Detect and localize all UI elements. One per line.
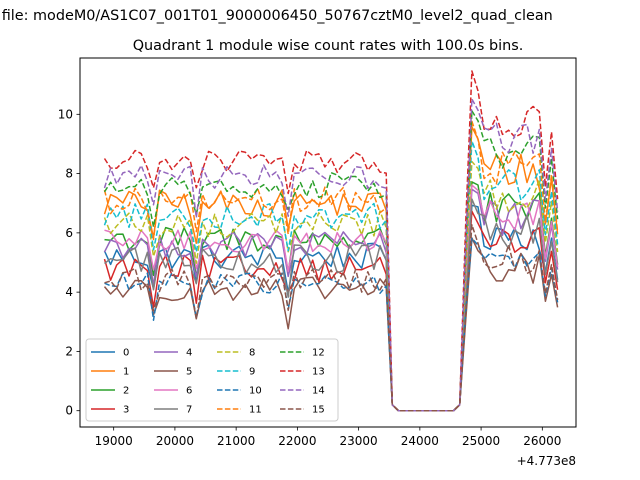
x-tick-label: 24000: [401, 434, 439, 448]
chart-title: Quadrant 1 module wise count rates with …: [133, 38, 524, 54]
legend-label-9: 9: [249, 367, 255, 378]
series-line-1: [103, 126, 559, 412]
x-tick-label: 26000: [523, 434, 561, 448]
legend-label-6: 6: [186, 386, 192, 397]
x-tick-label: 23000: [340, 434, 378, 448]
series-line-6: [104, 184, 559, 412]
legend-label-2: 2: [123, 386, 129, 397]
series-line-13: [103, 70, 559, 412]
legend-label-10: 10: [249, 386, 262, 397]
y-tick-label: 6: [65, 226, 73, 240]
y-tick-label: 2: [65, 344, 73, 358]
legend-label-4: 4: [186, 348, 192, 359]
y-tick-label: 8: [65, 167, 73, 181]
legend-label-12: 12: [312, 348, 325, 359]
series-line-14: [103, 98, 559, 412]
x-tick-label: 20000: [156, 434, 194, 448]
series-line-11: [103, 120, 559, 412]
series-line-7: [104, 198, 559, 412]
x-offset-label: +4.773e8: [517, 454, 576, 468]
y-tick-label: 0: [65, 404, 73, 418]
legend-label-8: 8: [249, 348, 255, 359]
y-tick-label: 10: [58, 107, 73, 121]
legend-label-1: 1: [123, 367, 129, 378]
plot-area: [79, 57, 577, 428]
legend-label-13: 13: [312, 367, 325, 378]
series-line-12: [103, 110, 559, 412]
series-lines: [103, 70, 559, 412]
legend-label-11: 11: [249, 405, 262, 416]
legend-label-5: 5: [186, 367, 192, 378]
x-axis: 19000 20000 21000 22000 23000 24000 25000 26000: [95, 427, 561, 448]
legend-label-7: 7: [186, 405, 192, 416]
figure-suptitle: n file: modeM0/AS1C07_001T01_9000006450_…: [0, 8, 553, 24]
y-axis: 0 2 4 6 8 10: [58, 107, 80, 418]
y-tick-label: 4: [65, 285, 73, 299]
legend-label-14: 14: [312, 386, 325, 397]
legend-label-0: 0: [123, 348, 129, 359]
series-line-15: [104, 224, 559, 412]
series-line-9: [103, 140, 559, 412]
legend-box: [85, 338, 339, 422]
x-tick-label: 21000: [217, 434, 255, 448]
legend-label-15: 15: [312, 405, 325, 416]
legend-label-3: 3: [123, 405, 129, 416]
x-tick-label: 22000: [278, 434, 316, 448]
axes-frame: [79, 57, 577, 428]
x-tick-label: 19000: [95, 434, 133, 448]
x-tick-label: 25000: [462, 434, 500, 448]
